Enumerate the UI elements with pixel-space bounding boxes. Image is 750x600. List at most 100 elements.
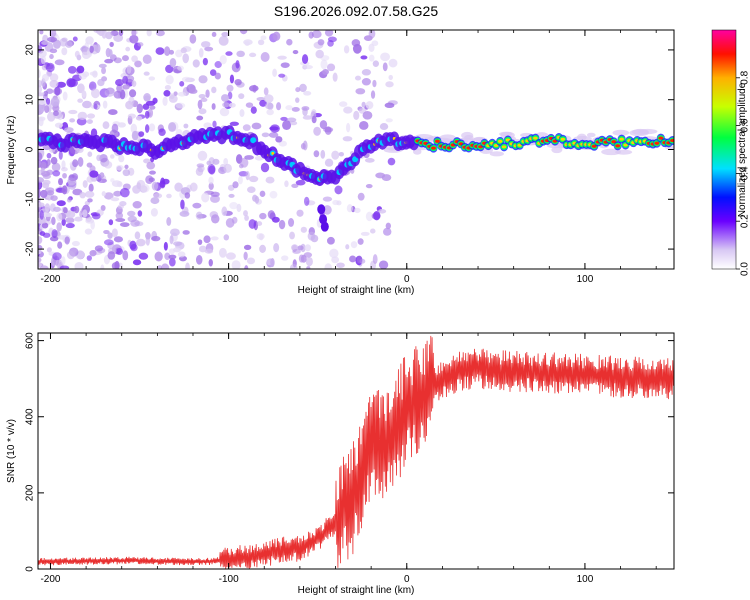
spectrogram-noise-blob — [138, 252, 149, 260]
spectrogram-noise-blob — [146, 30, 152, 37]
spectrogram-noise-blob — [42, 182, 50, 189]
spectrogram-noise-blob — [77, 111, 88, 120]
spectrogram-noise-blob — [150, 197, 160, 205]
spectrogram-noise-blob — [291, 107, 300, 112]
spectrogram-noise-blob — [289, 231, 295, 240]
snr-panel: -200 -100 0 100 0 200 400 600 Height of straigh… — [6, 332, 675, 596]
spectrogram-noise-blob — [356, 255, 363, 264]
spectrogram-noise-blob — [350, 241, 358, 249]
spectrogram-frame — [37, 29, 675, 270]
spectrogram-noise-blob — [104, 58, 114, 64]
spectrogram-noise-blob — [46, 88, 54, 94]
spectrogram-noise-blob — [38, 84, 43, 94]
spectrogram-noise-blob — [41, 222, 49, 229]
spectrogram-ytick-label: 10 — [25, 94, 36, 106]
colorbar-tick-label: 0.2 — [740, 214, 750, 228]
spectrogram-noise-blob — [66, 78, 76, 88]
spectrogram-noise-blob — [165, 75, 174, 85]
spectrogram-noise-blob — [151, 235, 161, 242]
spectrogram-noise-blob — [301, 54, 309, 64]
spectrogram-noise-blob — [134, 231, 141, 240]
spectrogram-noise-blob — [286, 117, 297, 123]
spectrogram-ridge-peak — [494, 143, 499, 147]
spectrogram-noise-blob — [225, 217, 235, 228]
spectrogram-noise-blob — [228, 193, 235, 198]
spectrogram-noise-blob — [189, 182, 198, 192]
spectrogram-ytick-label: -20 — [25, 241, 36, 256]
spectrogram-noise-blob — [308, 31, 314, 39]
spectrogram-noise-blob — [311, 30, 322, 39]
spectrogram-noise-blob — [189, 34, 197, 44]
spectrogram-noise-blob — [169, 235, 174, 245]
spectrogram-noise-blob — [73, 205, 80, 214]
spectrogram-noise-blob — [246, 257, 256, 265]
spectrogram-noise-blob — [177, 65, 184, 71]
colorbar-tick-label: 0.6 — [740, 118, 750, 132]
spectrogram-noise-blob — [45, 62, 55, 73]
spectrogram-noise-blob — [273, 242, 280, 253]
spectrogram-noise-blob — [345, 244, 350, 250]
spectrogram-noise-blob — [179, 210, 190, 217]
spectrogram-noise-blob — [183, 123, 189, 129]
spectrogram-noise-blob — [63, 127, 74, 133]
colorbar-gradient — [712, 30, 736, 269]
spectrogram-noise-blob — [74, 216, 83, 222]
snr-axes: -200 -100 0 100 0 200 400 600 — [25, 332, 674, 585]
spectrogram-noise-blob — [86, 175, 94, 183]
spectrogram-noise-blob — [250, 106, 257, 114]
spectrogram-noise-blob — [208, 182, 214, 190]
spectrogram-noise-blob — [117, 204, 124, 210]
spectrogram-noise-blob — [254, 155, 264, 161]
spectrogram-noise-blob — [295, 179, 306, 186]
spectrogram-noise-blob — [50, 195, 58, 201]
spectrogram-ridge-blob — [317, 204, 326, 215]
spectrogram-noise-blob — [150, 207, 158, 217]
spectrogram-noise-blob — [62, 207, 68, 214]
spectrogram-noise-blob — [259, 99, 267, 107]
spectrogram-noise-blob — [382, 227, 392, 236]
spectrogram-noise-blob — [271, 216, 280, 223]
spectrogram-noise-blob — [57, 241, 63, 249]
spectrogram-noise-blob — [77, 98, 83, 103]
spectrogram-noise-blob — [320, 59, 328, 70]
spectrogram-noise-blob — [38, 104, 42, 112]
spectrogram-noise-blob — [222, 102, 230, 108]
figure-title: S196.2026.092.07.58.G25 — [274, 3, 438, 19]
spectrogram-noise-blob — [64, 236, 70, 245]
spectrogram-noise-blob — [68, 182, 77, 190]
spectrogram-noise-blob — [208, 176, 214, 185]
spectrogram-noise-blob — [52, 252, 62, 261]
spectrogram-noise-blob — [107, 251, 116, 260]
spectrogram-noise-blob — [40, 167, 45, 174]
spectrogram-noise-blob — [231, 260, 241, 269]
spectrogram-noise-blob — [195, 255, 203, 265]
spectrogram-ridge-peak — [615, 144, 621, 148]
spectrogram-ridge-peak — [533, 136, 538, 140]
spectrogram-noise-blob — [184, 192, 191, 199]
spectrogram-noise-blob — [284, 180, 289, 188]
spectrogram-noise-blob — [115, 247, 124, 255]
spectrogram-noise-blob — [131, 30, 137, 37]
spectrogram-noise-blob — [272, 68, 278, 78]
spectrogram-noise-blob — [39, 30, 44, 35]
spectrogram-xtick-label: 0 — [404, 274, 410, 285]
spectrogram-noise-blob — [577, 133, 587, 141]
spectrogram-noise-blob — [251, 122, 262, 130]
spectrogram-noise-blob — [378, 209, 387, 214]
spectrogram-ytick-label: -10 — [25, 192, 36, 207]
spectrogram-noise-blob — [259, 212, 267, 220]
spectrogram-noise-blob — [131, 130, 139, 141]
spectrogram-noise-blob — [111, 123, 119, 134]
spectrogram-noise-blob — [38, 188, 41, 199]
snr-xtick-label: -200 — [40, 574, 60, 585]
spectrogram-noise-blob — [261, 132, 270, 138]
spectrogram-noise-blob — [72, 36, 78, 42]
spectrogram-noise-blob — [38, 45, 43, 53]
spectrogram-noise-blob — [212, 120, 217, 128]
snr-xlabel: Height of straight line (km) — [298, 585, 415, 596]
spectrogram-noise-blob — [372, 79, 377, 88]
spectrogram-noise-blob — [93, 103, 98, 110]
spectrogram-ridge-peak — [654, 141, 660, 145]
spectrogram-noise-blob — [354, 75, 362, 81]
